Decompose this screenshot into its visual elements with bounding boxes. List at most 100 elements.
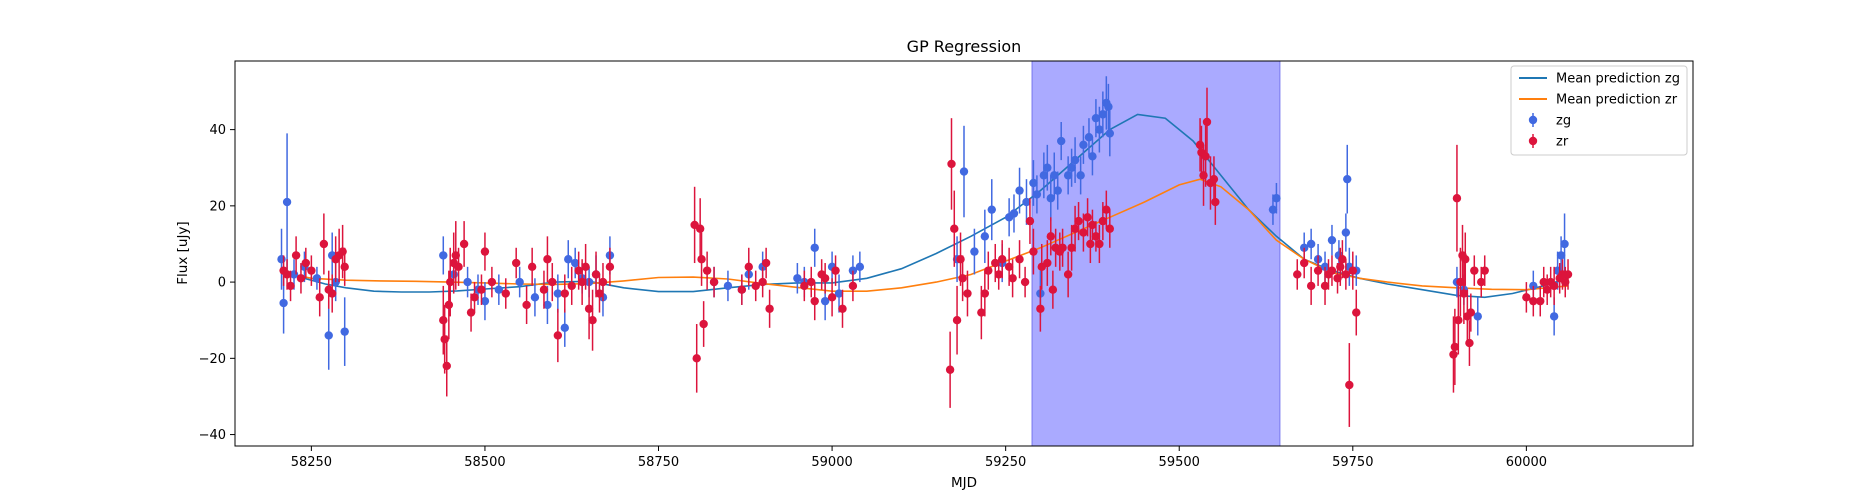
data-point-zr: [470, 293, 479, 302]
data-point-zg: [1306, 239, 1316, 249]
data-point-zr: [958, 274, 967, 283]
data-point-zg: [1084, 133, 1094, 142]
data-point-zr: [758, 277, 767, 287]
data-point-zr: [340, 262, 349, 272]
data-point-zr: [1459, 289, 1469, 298]
data-point-zr: [963, 289, 972, 298]
data-point-zg: [1029, 178, 1038, 188]
data-point-zr: [595, 289, 604, 298]
data-point-zr: [838, 304, 847, 313]
data-point-zr: [1091, 232, 1101, 241]
data-point-zr: [487, 277, 497, 287]
data-point-zr: [282, 270, 292, 279]
data-point-zg: [1268, 205, 1278, 214]
data-point-zr: [1036, 304, 1045, 313]
chart-title: GP Regression: [907, 37, 1022, 56]
data-point-zg: [1343, 174, 1352, 184]
data-point-zr: [454, 262, 463, 272]
data-point-zg: [324, 331, 333, 340]
data-point-zg: [494, 285, 504, 294]
x-tick-label: 59250: [985, 455, 1026, 470]
data-point-zr: [1336, 262, 1345, 272]
axes-frame: [234, 60, 1694, 447]
data-point-zr: [695, 224, 705, 233]
data-point-zg: [1320, 262, 1330, 272]
y-tick-label: −20: [199, 352, 226, 367]
data-point-zr: [577, 277, 587, 287]
data-point-zr: [446, 277, 455, 287]
data-point-zg: [855, 262, 865, 272]
data-point-zg: [571, 258, 580, 268]
data-point-zr: [527, 262, 537, 272]
data-point-zr: [581, 262, 590, 272]
data-point-zr: [548, 277, 557, 287]
data-point-zg: [1272, 194, 1281, 203]
data-point-zr: [1449, 350, 1458, 359]
data-point-zr: [466, 308, 476, 317]
data-point-zr: [800, 281, 809, 291]
data-point-zg: [1088, 152, 1097, 161]
data-point-zr: [328, 289, 337, 298]
data-point-zr: [765, 304, 774, 313]
data-point-zr: [1199, 171, 1208, 180]
data-point-zg: [1549, 312, 1559, 321]
data-point-zr: [480, 247, 490, 256]
data-point-zr: [807, 277, 816, 287]
data-point-zg: [1053, 186, 1062, 195]
data-point-zr: [1543, 285, 1552, 294]
data-point-zr: [1083, 213, 1092, 222]
data-point-zr: [1025, 216, 1035, 226]
data-point-zr: [1098, 216, 1108, 226]
data-point-zr: [1211, 197, 1220, 207]
data-point-zr: [1086, 239, 1095, 249]
data-point-zr: [751, 281, 760, 291]
data-point-zr: [1313, 266, 1323, 275]
data-point-zr: [301, 258, 311, 268]
data-point-zg: [1095, 125, 1104, 134]
data-point-zr: [848, 281, 858, 291]
data-point-zr: [1348, 266, 1358, 275]
data-point-zr: [459, 239, 469, 249]
data-point-zg: [439, 251, 448, 260]
data-point-zg: [1009, 209, 1019, 218]
x-tick-label: 60000: [1506, 455, 1547, 470]
data-point-zg: [1015, 186, 1024, 195]
data-point-zr: [553, 331, 563, 340]
data-point-zr: [997, 255, 1007, 264]
data-point-zr: [761, 258, 771, 268]
data-point-zr: [1070, 224, 1080, 233]
data-point-zr: [1015, 255, 1024, 264]
plot-area: 58250 58500 58750 59000 59250 59500 59750 60000…: [199, 60, 1694, 470]
data-point-zr: [307, 266, 316, 275]
data-point-zr: [1048, 285, 1058, 294]
data-point-zg: [340, 327, 349, 336]
data-point-zr: [697, 255, 706, 264]
data-point-zr: [744, 262, 753, 272]
data-point-zr: [984, 266, 993, 275]
data-point-zr: [291, 251, 301, 260]
data-point-zr: [1095, 239, 1104, 249]
y-tick-label: 20: [209, 199, 226, 214]
data-point-zg: [564, 255, 573, 264]
data-point-zr: [605, 262, 615, 272]
highlight-span: [1031, 61, 1281, 446]
data-point-zg: [793, 274, 802, 283]
data-point-zr: [945, 365, 955, 374]
data-point-zr: [560, 289, 569, 298]
data-point-zg: [530, 293, 540, 302]
data-point-zg: [277, 255, 286, 264]
data-point-zg: [463, 277, 472, 287]
data-point-zg: [810, 243, 819, 252]
data-point-zr: [1452, 194, 1462, 203]
data-point-zr: [439, 316, 448, 325]
data-point-zg: [970, 247, 979, 256]
data-point-zr: [1046, 232, 1055, 241]
data-point-zg: [1057, 136, 1066, 146]
data-point-zr: [1029, 247, 1038, 256]
data-point-zg: [848, 266, 858, 275]
data-point-zr: [702, 266, 712, 275]
data-point-zr: [1539, 277, 1548, 287]
x-axis-label: MJD: [951, 475, 977, 491]
data-point-zg: [279, 298, 288, 308]
data-point-zg: [959, 167, 969, 176]
